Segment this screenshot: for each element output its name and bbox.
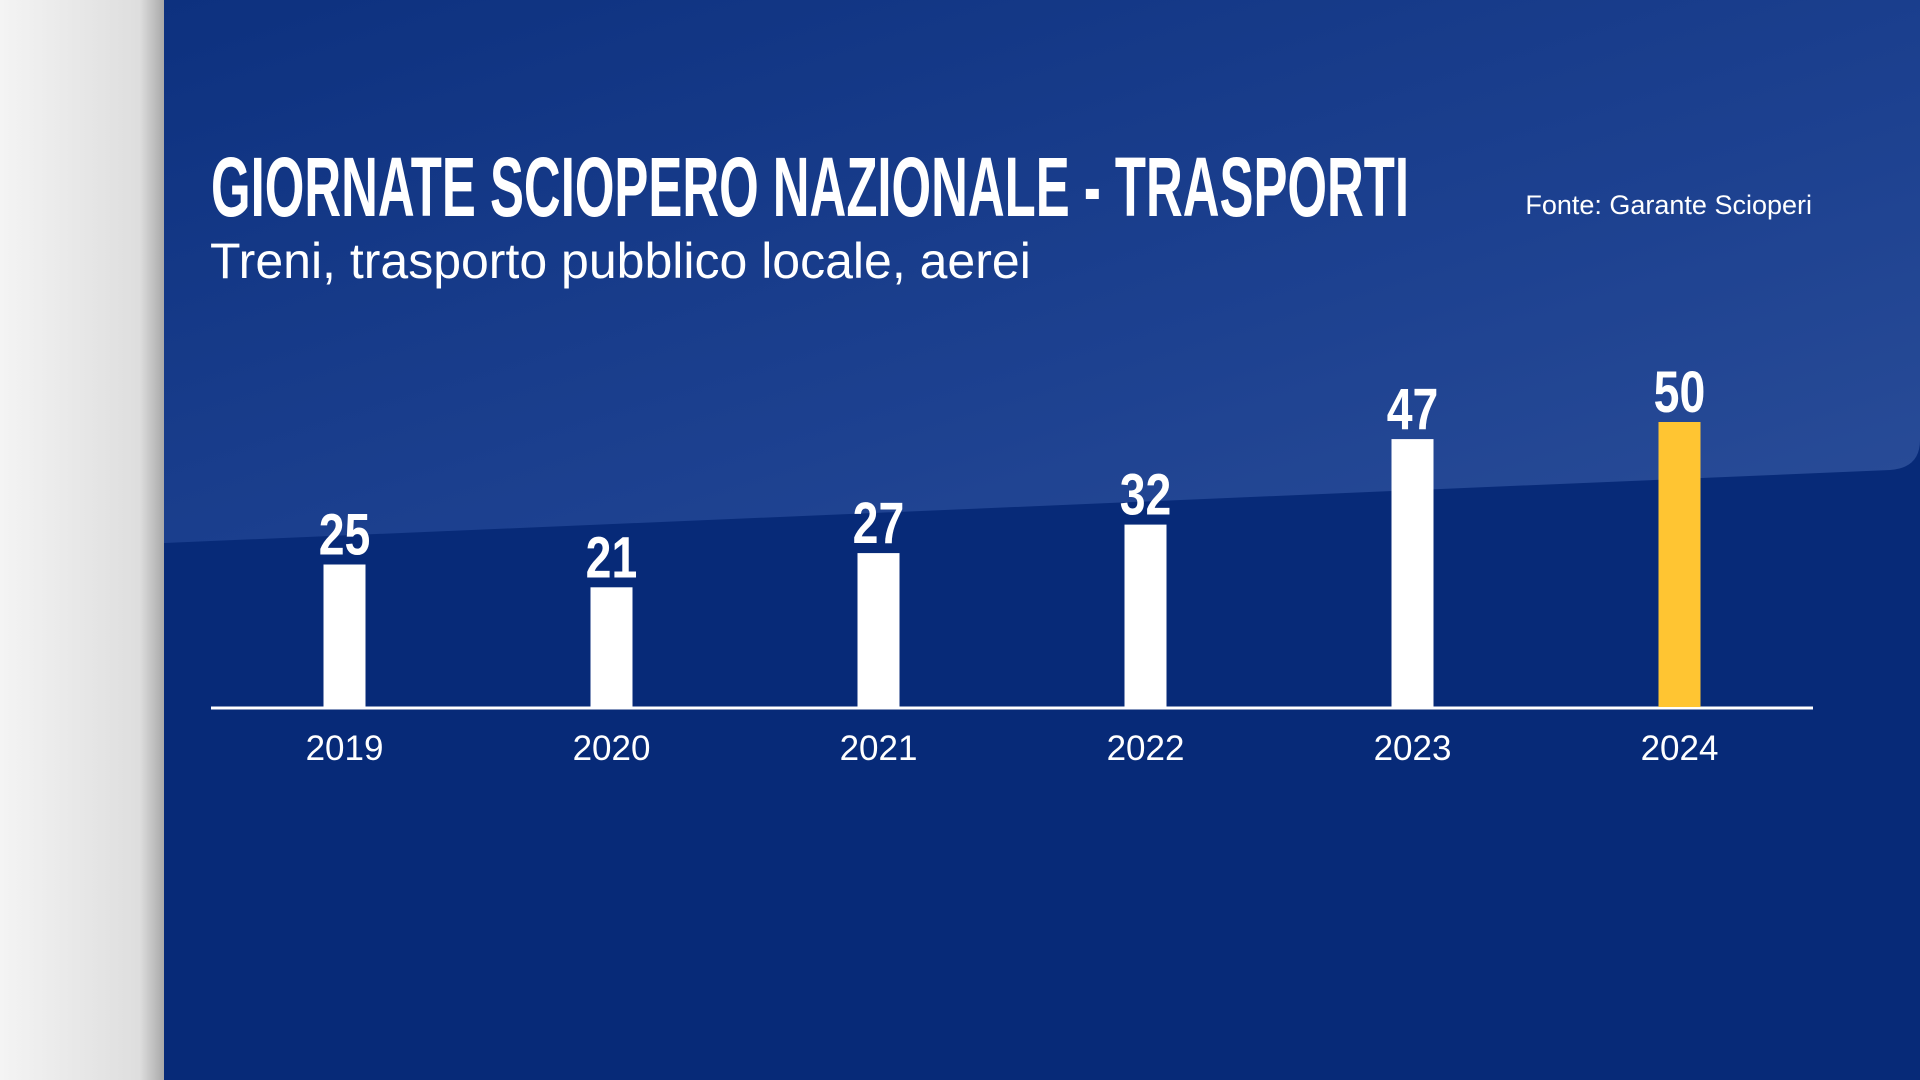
x-tick-label: 2019 bbox=[306, 729, 384, 768]
value-label: 32 bbox=[1120, 463, 1172, 528]
x-tick-label: 2020 bbox=[573, 729, 651, 768]
x-tick-label: 2022 bbox=[1107, 729, 1185, 768]
x-tick-label: 2024 bbox=[1641, 729, 1719, 768]
x-tick-label: 2023 bbox=[1374, 729, 1452, 768]
value-label: 27 bbox=[853, 491, 905, 556]
side-panel bbox=[0, 0, 164, 1080]
value-label: 50 bbox=[1654, 360, 1706, 425]
value-label: 21 bbox=[586, 525, 638, 590]
bar bbox=[1124, 524, 1167, 707]
value-label: 47 bbox=[1387, 377, 1439, 442]
x-tick-label: 2021 bbox=[840, 729, 918, 768]
bar bbox=[1391, 439, 1434, 707]
bar bbox=[590, 587, 633, 707]
chart-subtitle: Treni, trasporto pubblico locale, aerei bbox=[210, 233, 1031, 289]
chart-title: GIORNATE SCIOPERO NAZIONALE - TRASPORTI bbox=[211, 140, 1409, 234]
bar bbox=[857, 553, 900, 707]
source: Fonte: Garante Scioperi bbox=[1525, 190, 1812, 220]
light-band bbox=[164, 0, 1920, 543]
value-label: 25 bbox=[319, 503, 371, 568]
bar bbox=[1658, 422, 1701, 707]
bar bbox=[323, 564, 366, 707]
